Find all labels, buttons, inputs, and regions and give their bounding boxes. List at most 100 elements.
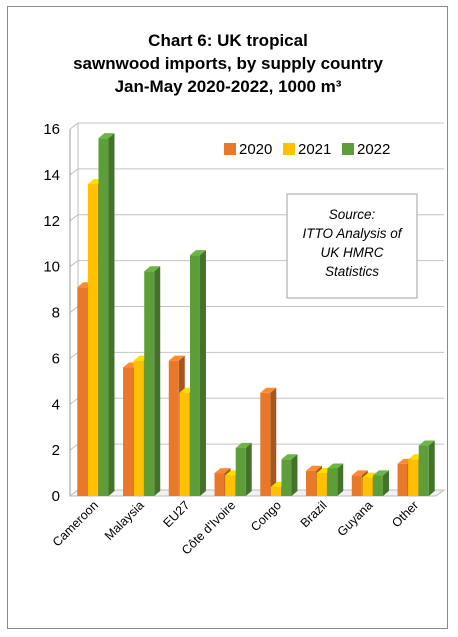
bar-top [351, 470, 368, 476]
chart-title-line-2: sawnwood imports, by supply country [73, 54, 383, 73]
bar-front [235, 447, 246, 496]
source-line-2: ITTO Analysis of [302, 226, 402, 241]
bar-side [428, 440, 435, 496]
bar-top [98, 133, 115, 139]
bar-top [214, 468, 231, 474]
y-tick-label: 14 [43, 167, 60, 184]
bar-side [270, 387, 277, 496]
bar-front [214, 473, 225, 496]
bar-2022-0 [98, 133, 115, 497]
bar-top [418, 440, 435, 446]
bar-front [327, 468, 338, 496]
bar-front [179, 392, 190, 496]
chart-frame: Chart 6: UK tropical sawnwood imports, b… [7, 6, 448, 629]
bar-2022-2 [189, 250, 206, 496]
x-tick-label: Guyana [335, 498, 376, 539]
legend-swatch-2022 [342, 143, 354, 155]
bar-front [144, 271, 155, 496]
legend-label-2022: 2022 [357, 141, 390, 158]
bar-top [260, 387, 277, 393]
x-tick-label: Congo [248, 498, 284, 534]
bar-2022-4 [281, 454, 298, 496]
bar-front [306, 470, 317, 496]
bar-2022-3 [235, 442, 252, 496]
bar-top [168, 355, 185, 361]
gridline-side [69, 397, 79, 405]
bar-front [189, 255, 200, 496]
bar-front [168, 360, 179, 496]
y-tick-label: 16 [43, 121, 60, 138]
x-tick-label: Malaysia [102, 498, 147, 543]
bar-top [281, 454, 298, 460]
bar-front [87, 184, 98, 497]
gridline-side [69, 260, 79, 268]
chart: Chart 6: UK tropical sawnwood imports, b… [43, 31, 446, 557]
chart-title-line-3: Jan-May 2020-2022, 1000 m³ [115, 77, 342, 96]
bar-front [77, 287, 88, 496]
bar-side [154, 266, 161, 496]
bar-front [351, 475, 362, 496]
source-line-1: Source: [329, 207, 376, 222]
source-box [286, 193, 418, 299]
bar-front [408, 459, 419, 496]
legend-swatch-2020 [224, 143, 236, 155]
bar-top [327, 463, 344, 469]
bar-2022-7 [418, 440, 435, 496]
bar-side [108, 133, 115, 497]
source-line-4: Statistics [325, 264, 379, 279]
x-tick-label: Other [389, 498, 421, 530]
bar-top [362, 472, 379, 478]
gridline-side [69, 122, 79, 130]
bar-side [291, 454, 298, 496]
bar-front [225, 475, 236, 496]
bar-2020-4 [260, 387, 277, 496]
bar-front [316, 473, 327, 496]
gridline-side [69, 214, 79, 222]
bar-top [372, 470, 389, 476]
bar-front [98, 138, 109, 497]
bar-front [397, 463, 408, 496]
y-tick-label: 10 [43, 259, 60, 276]
bar-top [144, 266, 161, 272]
gridline-side [69, 306, 79, 313]
bar-front [133, 360, 144, 496]
x-tick-label: Cameroon [50, 498, 101, 549]
y-tick-label: 2 [52, 442, 60, 459]
bar-side [199, 250, 206, 496]
y-tick-label: 8 [52, 305, 60, 322]
bar-2022-5 [327, 463, 344, 496]
y-tick-label: 12 [43, 213, 60, 230]
gridline-side [69, 168, 79, 176]
y-tick-label: 4 [52, 396, 60, 413]
bar-top [189, 250, 206, 256]
chart-title-line-1: Chart 6: UK tropical [148, 31, 308, 50]
bar-front [362, 477, 373, 496]
bar-side [382, 470, 389, 496]
x-tick-label: EU27 [160, 498, 192, 530]
bar-top [306, 465, 323, 471]
bar-side [245, 442, 252, 496]
x-tick-label: Brazil [298, 498, 330, 530]
legend: 2020 2021 2022 [224, 141, 390, 158]
y-tick-label: 6 [52, 350, 60, 367]
bar-top [235, 442, 252, 448]
bar-side [337, 463, 344, 496]
legend-label-2020: 2020 [239, 141, 272, 158]
y-tick-label: 0 [52, 488, 60, 505]
source-annotation: Source: ITTO Analysis of UK HMRC Statist… [286, 193, 418, 299]
bar-front [260, 392, 271, 496]
bar-2022-6 [372, 470, 389, 496]
legend-swatch-2021 [283, 143, 295, 155]
bar-front [270, 486, 281, 496]
gridline-side [69, 351, 79, 359]
gridline-side [69, 443, 79, 451]
bar-front [123, 367, 134, 496]
bar-front [372, 475, 383, 496]
legend-label-2021: 2021 [298, 141, 331, 158]
bars [77, 133, 435, 497]
source-line-3: UK HMRC [321, 245, 384, 260]
bar-front [281, 459, 292, 496]
bar-2022-1 [144, 266, 161, 496]
chart-title: Chart 6: UK tropical sawnwood imports, b… [73, 31, 383, 96]
